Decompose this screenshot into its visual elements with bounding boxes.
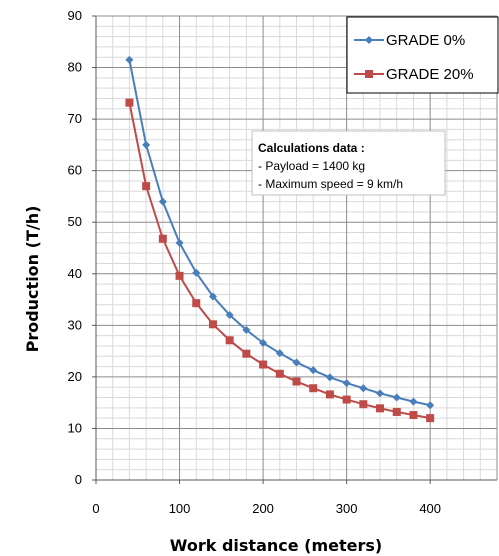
data-point-grade-0 bbox=[259, 338, 268, 347]
y-tick-label: 80 bbox=[68, 60, 82, 75]
data-point-grade-20 bbox=[409, 411, 418, 420]
data-point-grade-20 bbox=[325, 390, 334, 399]
data-point-grade-20 bbox=[142, 182, 151, 191]
x-tick-label: 100 bbox=[169, 501, 191, 516]
data-point-grade-0 bbox=[392, 393, 401, 402]
legend-label-grade-0: GRADE 0% bbox=[386, 32, 465, 49]
x-tick-label: 300 bbox=[336, 501, 358, 516]
data-point-grade-20 bbox=[125, 98, 134, 107]
data-point-grade-20 bbox=[225, 336, 234, 345]
x-tick-labels: 0 100 200 300 400 bbox=[92, 480, 441, 516]
data-point-grade-0 bbox=[125, 55, 134, 64]
data-point-grade-20 bbox=[192, 299, 201, 308]
x-axis-title: Work distance (meters) bbox=[170, 536, 382, 555]
data-point-grade-0 bbox=[142, 140, 151, 149]
data-point-grade-0 bbox=[242, 325, 251, 334]
y-tick-label: 50 bbox=[68, 214, 82, 229]
y-tick-label: 20 bbox=[68, 369, 82, 384]
data-point-grade-0 bbox=[342, 379, 351, 388]
data-point-grade-20 bbox=[342, 395, 351, 404]
data-point-grade-0 bbox=[208, 292, 217, 301]
note-line-speed: - Maximum speed = 9 km/h bbox=[258, 177, 403, 191]
data-point-grade-0 bbox=[275, 349, 284, 358]
data-point-grade-20 bbox=[158, 234, 167, 243]
x-tick-label: 400 bbox=[419, 501, 441, 516]
y-tick-labels: 0 10 20 30 40 50 60 70 80 90 bbox=[68, 8, 96, 487]
data-point-grade-0 bbox=[359, 384, 368, 393]
data-point-grade-20 bbox=[292, 377, 301, 386]
data-point-grade-20 bbox=[376, 404, 385, 413]
data-point-grade-0 bbox=[426, 401, 435, 410]
data-point-grade-0 bbox=[292, 358, 301, 367]
x-tick-label: 200 bbox=[252, 501, 274, 516]
data-point-grade-20 bbox=[175, 271, 184, 280]
legend: GRADE 0% GRADE 20% bbox=[346, 16, 499, 94]
data-point-grade-20 bbox=[309, 384, 318, 393]
calculations-note: Calculations data : - Payload = 1400 kg … bbox=[251, 130, 446, 196]
data-point-grade-20 bbox=[426, 414, 435, 423]
y-tick-label: 10 bbox=[68, 420, 82, 435]
data-point-grade-0 bbox=[376, 389, 385, 398]
data-point-grade-0 bbox=[325, 373, 334, 382]
note-title: Calculations data : bbox=[258, 141, 365, 155]
legend-box bbox=[346, 16, 499, 94]
data-point-grade-0 bbox=[225, 311, 234, 320]
note-line-payload: - Payload = 1400 kg bbox=[258, 159, 365, 173]
y-tick-label: 90 bbox=[68, 8, 82, 23]
y-tick-label: 30 bbox=[68, 317, 82, 332]
data-point-grade-0 bbox=[309, 366, 318, 375]
data-point-grade-20 bbox=[392, 407, 401, 416]
data-point-grade-0 bbox=[409, 397, 418, 406]
legend-marker-grade-20 bbox=[365, 70, 373, 78]
note-box bbox=[251, 130, 446, 196]
y-tick-label: 40 bbox=[68, 266, 82, 281]
y-axis-title: Production (T/h) bbox=[23, 206, 42, 353]
legend-marker-grade-0 bbox=[365, 36, 373, 44]
y-tick-label: 0 bbox=[75, 472, 82, 487]
y-tick-label: 70 bbox=[68, 111, 82, 126]
data-point-grade-20 bbox=[359, 400, 368, 409]
data-point-grade-20 bbox=[259, 360, 268, 369]
legend-label-grade-20: GRADE 20% bbox=[386, 66, 474, 83]
data-point-grade-20 bbox=[242, 349, 251, 358]
series-layer bbox=[125, 55, 435, 423]
data-point-grade-20 bbox=[275, 369, 284, 378]
y-tick-label: 60 bbox=[68, 163, 82, 178]
data-point-grade-0 bbox=[192, 268, 201, 277]
data-point-grade-0 bbox=[175, 238, 184, 247]
x-tick-label: 0 bbox=[92, 501, 99, 516]
data-point-grade-20 bbox=[208, 320, 217, 329]
data-point-grade-0 bbox=[158, 197, 167, 206]
